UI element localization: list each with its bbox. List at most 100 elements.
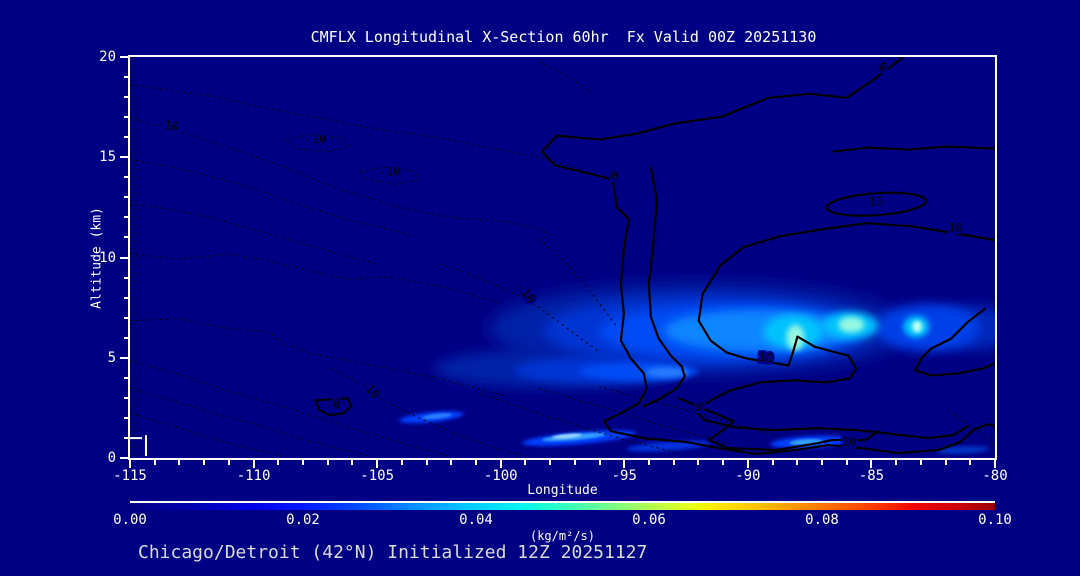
y-tick <box>124 236 128 239</box>
x-tick <box>227 460 230 465</box>
solid-contour <box>694 319 970 440</box>
y-tick <box>124 116 128 119</box>
colorbar-gradient <box>130 503 995 510</box>
y-tick-label: 20 <box>99 49 116 65</box>
x-tick <box>598 460 601 465</box>
y-tick <box>124 96 128 99</box>
y-tick <box>124 296 128 299</box>
y-tick <box>124 216 128 219</box>
cmflx-fill-blob <box>838 316 865 333</box>
x-tick <box>623 460 626 468</box>
contour-label-solid: 10 <box>868 194 883 209</box>
x-tick <box>994 460 996 468</box>
y-tick-label: 15 <box>99 149 116 166</box>
x-tick <box>524 460 527 465</box>
x-tick-label: -105 <box>360 468 394 484</box>
x-tick <box>944 460 947 465</box>
x-tick <box>178 460 181 465</box>
y-tick <box>124 416 128 419</box>
colorbar-tick-label: 0.04 <box>459 512 493 528</box>
solid-contour <box>602 178 995 456</box>
init-annotation: Chicago/Detroit (42°N) Initialized 12Z 2… <box>138 542 648 563</box>
x-tick <box>302 460 304 465</box>
x-tick <box>499 460 502 468</box>
x-tick <box>821 460 823 465</box>
cmflx-fill-blob <box>422 413 453 420</box>
axis-inset-mark <box>130 437 142 440</box>
x-tick <box>746 460 749 468</box>
x-tick <box>326 460 329 465</box>
x-tick-label: -85 <box>858 468 885 484</box>
x-tick <box>796 460 799 465</box>
dashed-contour <box>130 158 415 237</box>
dashed-contour <box>329 367 525 457</box>
y-tick <box>120 156 128 159</box>
x-tick <box>376 460 379 468</box>
dashed-contour <box>359 165 421 185</box>
x-tick <box>400 460 403 465</box>
colorbar <box>130 501 995 510</box>
y-tick <box>124 196 128 199</box>
contour-label-dashed: -10 <box>156 116 180 134</box>
x-tick-label: -115 <box>113 468 147 484</box>
x-tick <box>203 460 206 465</box>
dashed-contour <box>130 253 502 305</box>
x-tick <box>672 460 675 465</box>
colorbar-tick-label: 0.00 <box>113 512 147 528</box>
dashed-contour <box>130 84 592 175</box>
contour-label-dashed: -10 <box>357 376 382 401</box>
contour-label-solid: 0 <box>611 168 618 182</box>
x-tick <box>722 460 725 465</box>
y-tick <box>124 376 128 379</box>
dashed-contour <box>284 134 351 153</box>
solid-contour-closed <box>825 191 928 217</box>
x-tick <box>549 460 552 465</box>
solid-contour-closed <box>314 397 353 417</box>
x-tick <box>845 460 848 465</box>
solid-contour <box>697 222 995 322</box>
dashed-contour <box>538 61 595 96</box>
dashed-contour <box>479 392 679 454</box>
y-tick <box>124 276 128 279</box>
dashed-contour <box>130 117 555 238</box>
x-tick <box>919 460 922 465</box>
y-tick <box>124 436 128 439</box>
dashed-contour <box>130 359 450 457</box>
y-tick <box>124 76 128 79</box>
dashed-contour <box>130 203 378 265</box>
y-tick <box>124 136 128 139</box>
x-tick-label: -95 <box>611 468 637 484</box>
y-tick <box>120 457 128 459</box>
y-tick <box>120 256 128 259</box>
x-tick-label: -80 <box>982 468 1008 484</box>
cmflx-fill-blob <box>786 324 805 351</box>
contour-label-dashed: -10 <box>305 132 327 146</box>
x-tick <box>697 460 700 465</box>
chart-title: CMFLX Longitudinal X-Section 60hr Fx Val… <box>310 28 817 46</box>
plot-area: -10 -10 -10 -10 -10 0 0 10 10 10 0 0 10 <box>128 55 997 460</box>
x-tick <box>771 460 774 465</box>
x-tick <box>648 460 650 465</box>
contour-label-solid: 0 <box>877 59 889 75</box>
contour-label-solid: 0 <box>691 400 706 415</box>
solid-contour <box>677 397 880 452</box>
cmflx-fill-blob <box>912 320 923 333</box>
solid-contour <box>914 307 995 377</box>
x-tick-label: -100 <box>483 468 518 484</box>
solid-contour <box>832 145 995 153</box>
x-tick <box>277 460 280 465</box>
y-tick-label: 10 <box>99 249 116 266</box>
colorbar-tick-label: 0.10 <box>978 512 1012 528</box>
y-tick-label: 0 <box>107 450 116 466</box>
y-tick <box>124 316 128 319</box>
cmflx-fill-blob <box>937 445 989 455</box>
contour-label-solid: 10 <box>842 435 856 449</box>
colorbar-tick-label: 0.06 <box>632 512 666 528</box>
solid-contour <box>642 166 686 408</box>
x-tick <box>153 460 156 465</box>
contour-label-solid: 10 <box>948 220 962 234</box>
x-tick <box>870 460 873 468</box>
contour-label-solid: 10 <box>758 350 774 366</box>
cmflx-fill-blob <box>552 433 582 439</box>
